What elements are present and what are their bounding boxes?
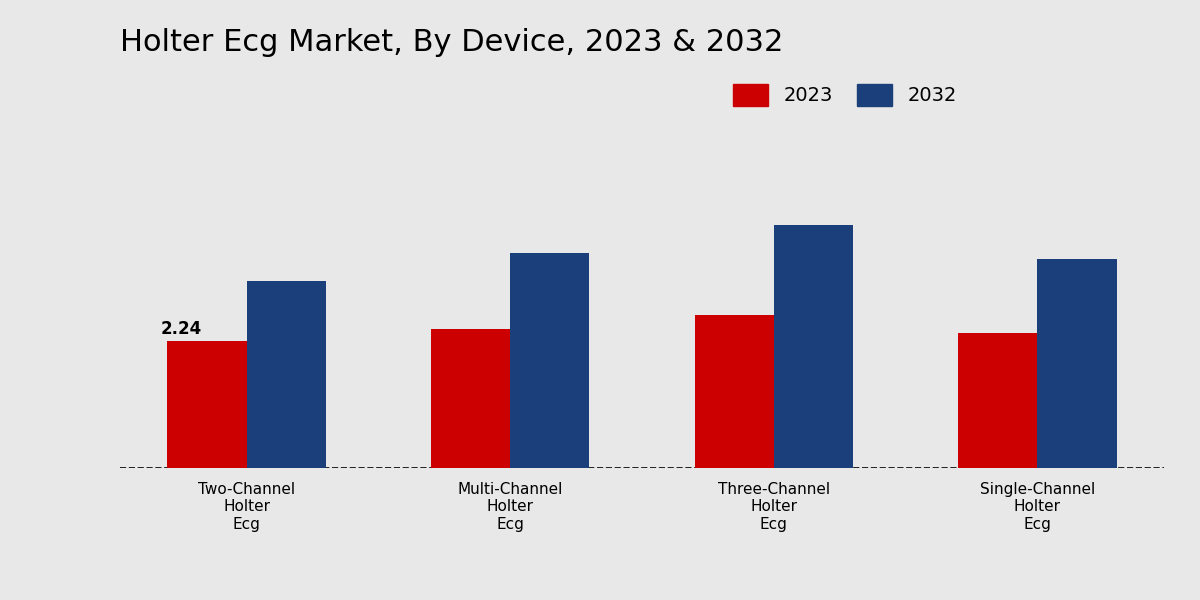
Bar (168, 341, 246, 468)
Bar (695, 315, 774, 468)
Bar (431, 329, 510, 468)
Bar (246, 281, 325, 468)
Text: Holter Ecg Market, By Device, 2023 & 2032: Holter Ecg Market, By Device, 2023 & 203… (120, 28, 784, 57)
Bar (959, 334, 1038, 468)
Text: 2.24: 2.24 (161, 320, 202, 338)
Legend: 2023, 2032: 2023, 2032 (724, 74, 966, 116)
Bar (774, 225, 853, 468)
Bar (510, 253, 589, 468)
Bar (1038, 259, 1116, 468)
